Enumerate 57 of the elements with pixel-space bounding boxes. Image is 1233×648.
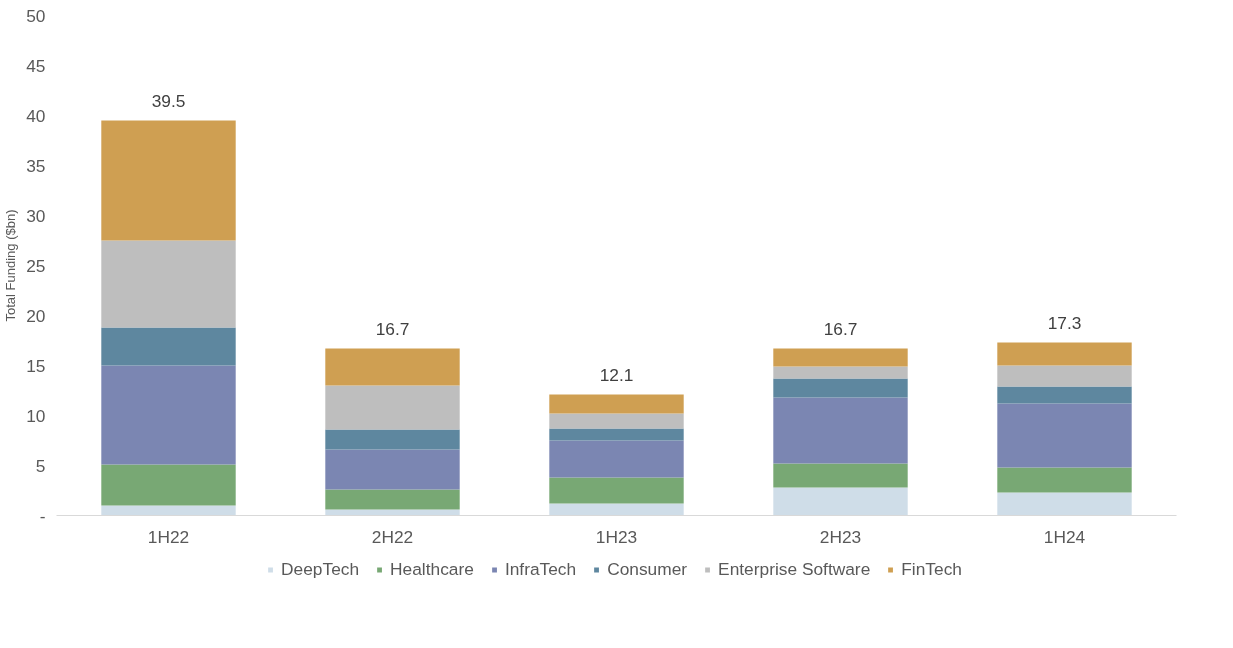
bar (997, 467, 1132, 493)
bar (101, 120, 236, 241)
legend-label: InfraTech (504, 558, 577, 580)
bar (773, 366, 908, 379)
bar (549, 428, 684, 441)
legend-label: Consumer (607, 558, 688, 580)
bar (773, 348, 908, 367)
x-tick-label: 2H22 (371, 526, 414, 547)
bar (101, 327, 236, 366)
y-tick-label: 10 (26, 405, 46, 426)
legend-label: DeepTech (281, 558, 360, 580)
bar (997, 492, 1132, 516)
bar (325, 449, 460, 490)
x-tick-label: 2H23 (819, 526, 862, 547)
bar (549, 440, 684, 478)
bar (997, 386, 1132, 404)
y-tick-label: 20 (26, 305, 46, 326)
bar (325, 385, 460, 430)
bar (773, 397, 908, 464)
y-tick-label: 25 (26, 255, 46, 276)
x-tick-label: 1H23 (595, 526, 638, 547)
y-tick-label: 30 (26, 205, 46, 226)
bar (549, 503, 684, 516)
total-label: 16.7 (823, 318, 858, 339)
bar (101, 505, 236, 516)
y-tick-label: 35 (26, 155, 46, 176)
bar (325, 429, 460, 450)
total-label: 39.5 (151, 90, 186, 111)
bar (773, 463, 908, 488)
y-tick-label: 15 (26, 355, 46, 376)
y-tick-label: 45 (26, 55, 46, 76)
bar (997, 365, 1132, 387)
bar (325, 489, 460, 510)
y-tick-label: 5 (35, 455, 46, 476)
y-axis-title: Total Funding ($bn) (3, 209, 19, 322)
bar (773, 378, 908, 398)
bar (549, 394, 684, 414)
y-tick-label: 40 (26, 105, 46, 126)
bar (997, 403, 1132, 468)
y-tick-label: - (39, 505, 46, 526)
legend-label: FinTech (901, 558, 962, 580)
x-tick-label: 1H22 (147, 526, 190, 547)
legend-label: Enterprise Software (718, 558, 871, 580)
x-tick-label: 1H24 (1043, 526, 1086, 547)
y-tick-label: 50 (26, 5, 46, 26)
legend-label: Healthcare (390, 558, 474, 580)
total-label: 12.1 (599, 364, 634, 385)
bar (773, 487, 908, 516)
bar (325, 348, 460, 386)
bar (101, 464, 236, 506)
bar (549, 477, 684, 504)
bar (997, 342, 1132, 366)
total-label: 16.7 (375, 318, 410, 339)
bar (101, 365, 236, 465)
total-label: 17.3 (1047, 312, 1082, 333)
bar (101, 240, 236, 328)
bar (549, 413, 684, 429)
